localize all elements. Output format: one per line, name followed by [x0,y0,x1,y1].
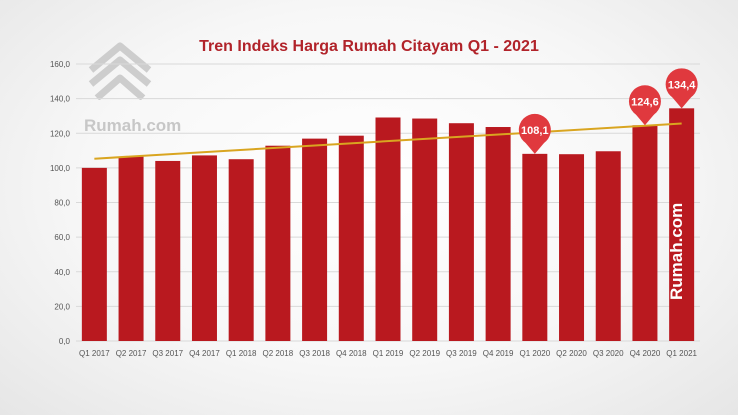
y-tick-label: 80,0 [54,199,70,208]
bar [155,160,181,341]
bar [632,125,658,341]
bar [302,138,328,341]
x-tick-label: Q3 2020 [593,349,624,358]
x-tick-label: Q2 2017 [116,349,147,358]
x-tick-label: Q4 2020 [630,349,661,358]
logo-text: Rumah.com [84,116,182,135]
data-label: 124,6 [631,96,659,108]
bar [448,123,474,342]
x-tick-label: Q2 2019 [409,349,440,358]
watermark-text: Rumah.com [667,202,686,300]
x-tick-label: Q4 2017 [189,349,220,358]
bar [338,135,364,341]
y-tick-label: 140,0 [50,95,71,104]
bar [118,156,144,341]
callout-bubble [628,85,661,118]
bar [559,154,585,341]
bar [375,117,401,341]
y-tick-label: 160,0 [50,60,71,69]
x-tick-label: Q1 2018 [226,349,257,358]
x-tick-label: Q2 2020 [556,349,587,358]
x-tick-label: Q1 2019 [373,349,404,358]
chart-title: Tren Indeks Harga Rumah Citayam Q1 - 202… [199,38,539,55]
logo-house-icon [88,42,152,100]
callout-bubble [665,68,698,101]
callout-bubble [518,113,551,146]
x-tick-label: Q1 2020 [519,349,550,358]
bar [485,127,511,341]
data-label: 108,1 [521,125,549,137]
y-tick-label: 40,0 [54,268,70,277]
y-tick-label: 0,0 [59,337,71,346]
y-tick-label: 20,0 [54,302,70,311]
bar [265,145,291,341]
y-tick-label: 120,0 [50,129,71,138]
y-tick-label: 60,0 [54,233,70,242]
bar [228,159,254,341]
x-tick-label: Q3 2019 [446,349,477,358]
y-tick-label: 100,0 [50,164,71,173]
bar [191,155,217,341]
bar [595,151,621,341]
x-tick-label: Q3 2018 [299,349,330,358]
x-tick-label: Q4 2018 [336,349,367,358]
bar [669,108,695,341]
bar [522,153,548,341]
x-tick-label: Q3 2017 [152,349,183,358]
bar [81,167,107,341]
trendline [94,122,682,160]
bar [412,118,438,341]
data-label: 134,4 [668,79,696,91]
x-tick-label: Q2 2018 [263,349,294,358]
x-tick-label: Q4 2019 [483,349,514,358]
x-tick-label: Q1 2017 [79,349,110,358]
x-tick-label: Q1 2021 [666,349,697,358]
